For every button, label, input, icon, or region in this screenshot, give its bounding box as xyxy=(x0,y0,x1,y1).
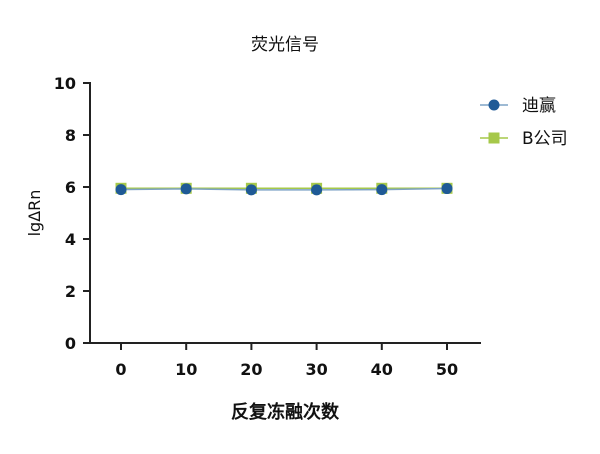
data-point xyxy=(115,184,127,196)
y-tick-label: 6 xyxy=(65,178,76,197)
x-tick-label: 10 xyxy=(175,360,197,379)
y-tick-label: 0 xyxy=(65,334,76,353)
y-tick-label: 10 xyxy=(54,74,76,93)
series-line xyxy=(120,187,448,191)
data-point xyxy=(180,183,192,195)
y-tick-label: 8 xyxy=(65,126,76,145)
data-point xyxy=(311,184,323,196)
y-axis-label: lgΔRn xyxy=(25,190,44,237)
x-tick-label: 50 xyxy=(436,360,458,379)
legend-marker xyxy=(488,99,500,111)
x-axis-label: 反复冻融次数 xyxy=(231,401,340,423)
x-tick-label: 30 xyxy=(305,360,327,379)
x-tick-label: 20 xyxy=(240,360,262,379)
data-point xyxy=(441,183,453,195)
x-tick-label: 0 xyxy=(115,360,126,379)
chart-title: 荧光信号 xyxy=(251,35,319,55)
data-point xyxy=(245,184,257,196)
y-tick-label: 2 xyxy=(65,282,76,301)
x-tick-label: 40 xyxy=(371,360,393,379)
y-tick-label: 4 xyxy=(65,230,76,249)
legend-marker xyxy=(488,132,500,144)
legend-label: B公司 xyxy=(522,129,568,149)
data-point xyxy=(376,184,388,196)
legend-label: 迪赢 xyxy=(522,96,556,116)
